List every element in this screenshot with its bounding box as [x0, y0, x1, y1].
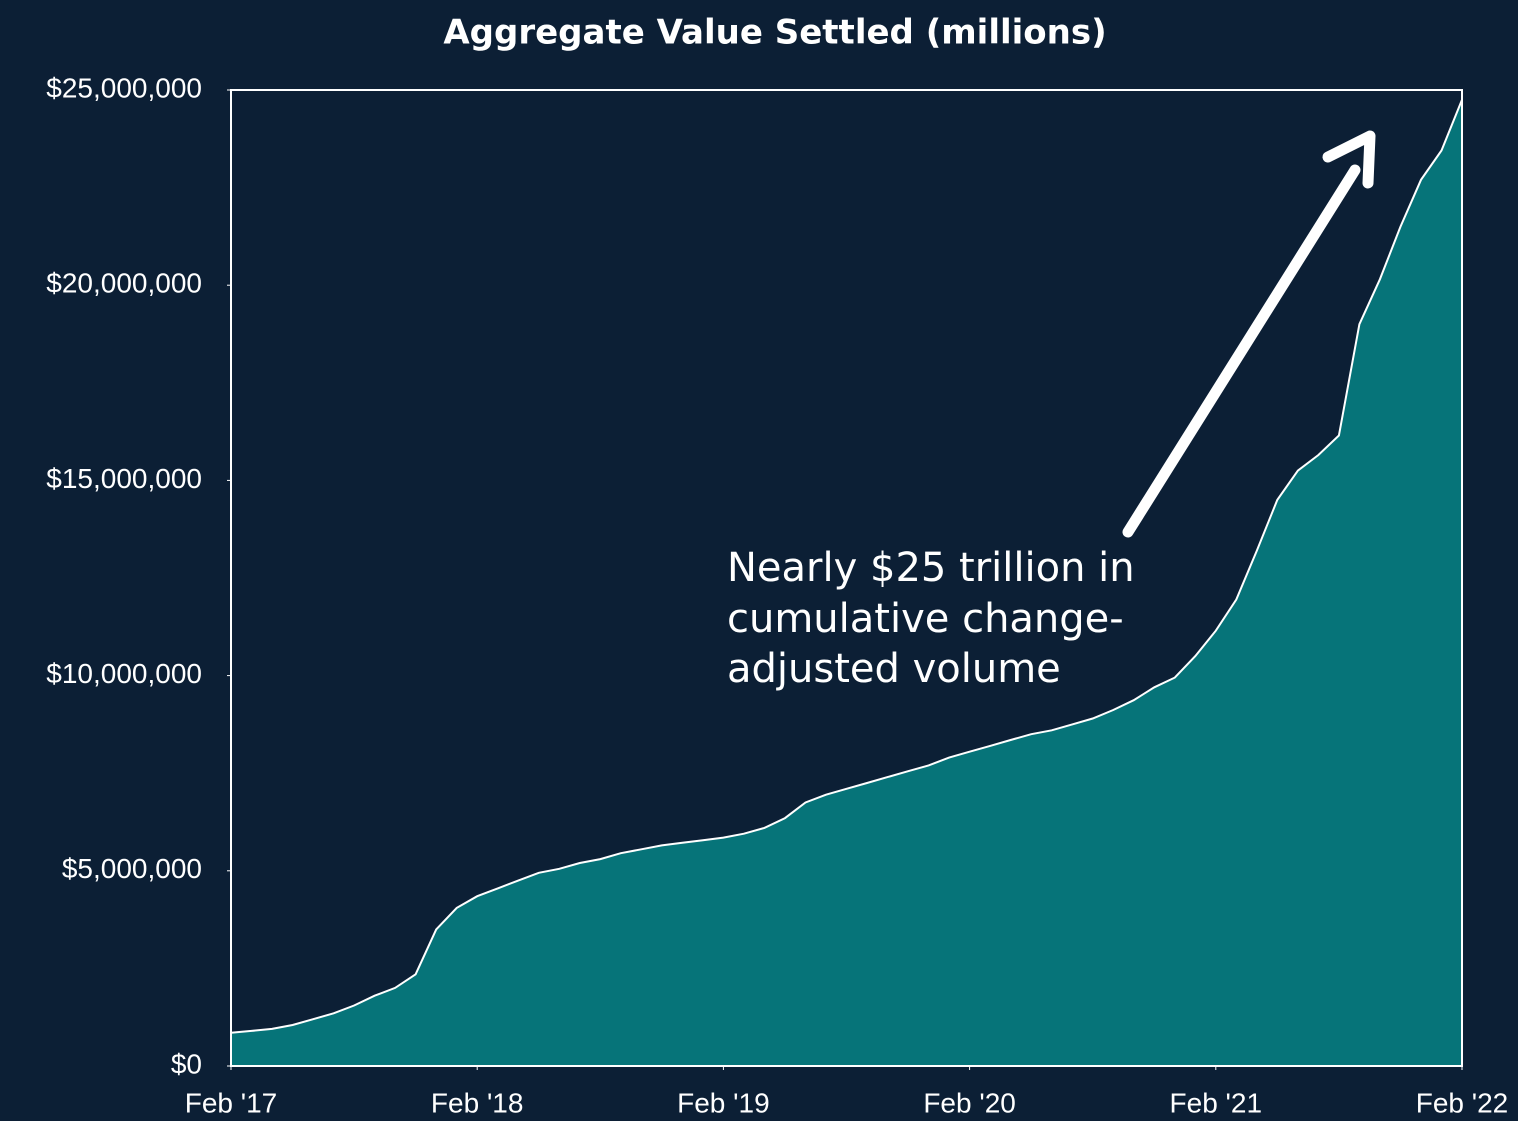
x-tick-label: Feb '17: [185, 1087, 278, 1118]
x-tick-label: Feb '22: [1416, 1087, 1509, 1118]
annotation-line: cumulative change-: [727, 596, 1124, 642]
y-tick-label: $25,000,000: [46, 72, 202, 103]
x-tick-label: Feb '21: [1170, 1087, 1263, 1118]
annotation-line: adjusted volume: [727, 646, 1061, 692]
annotation: Nearly $25 trillion in cumulative change…: [727, 545, 1135, 692]
y-tick-label: $15,000,000: [46, 463, 202, 494]
x-tick-label: Feb '18: [431, 1087, 524, 1118]
y-tick-label: $10,000,000: [46, 658, 202, 689]
y-tick-label: $0: [171, 1048, 202, 1079]
arrow-head: [1322, 130, 1376, 189]
area-line: [230, 99, 1463, 1034]
y-tick-label: $20,000,000: [46, 268, 202, 299]
x-tick-label: Feb '19: [677, 1087, 770, 1118]
arrow-shaft: [1122, 164, 1361, 538]
annotation-line: Nearly $25 trillion in: [727, 545, 1135, 591]
area: [231, 99, 1462, 1067]
plot-frame: [230, 89, 1463, 1067]
plot: [230, 99, 1463, 1067]
chart-title: Aggregate Value Settled (millions): [443, 13, 1106, 53]
x-tick-label: Feb '20: [923, 1087, 1016, 1118]
y-tick-label: $5,000,000: [62, 853, 202, 884]
